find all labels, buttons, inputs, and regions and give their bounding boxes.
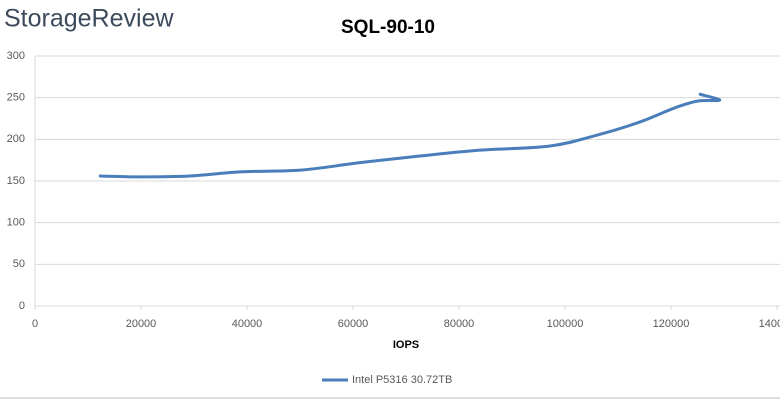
y-tick-label: 150: [7, 175, 25, 187]
x-tick-label: 120000: [653, 318, 690, 330]
chart-title: SQL-90-10: [341, 17, 435, 38]
y-tick-label: 300: [7, 50, 25, 62]
x-tick-label: 40000: [232, 318, 263, 330]
data-line: [98, 92, 722, 179]
x-axis-label: IOPS: [393, 339, 419, 351]
y-tick-label: 200: [7, 133, 25, 145]
watermark: StorageReview: [4, 5, 174, 33]
x-tick-label: 80000: [444, 318, 475, 330]
y-tick-label: 0: [19, 300, 25, 312]
legend-label: Intel P5316 30.72TB: [352, 374, 452, 386]
y-tick-label: 250: [7, 92, 25, 104]
x-tick-label: 140000: [759, 318, 780, 330]
y-tick-label: 100: [7, 217, 25, 229]
y-tick-label: 50: [13, 258, 25, 270]
x-tick-label: 100000: [547, 318, 584, 330]
x-tick-label: 60000: [338, 318, 369, 330]
x-tick-label: 0: [32, 318, 38, 330]
x-tick-label: 20000: [126, 318, 157, 330]
